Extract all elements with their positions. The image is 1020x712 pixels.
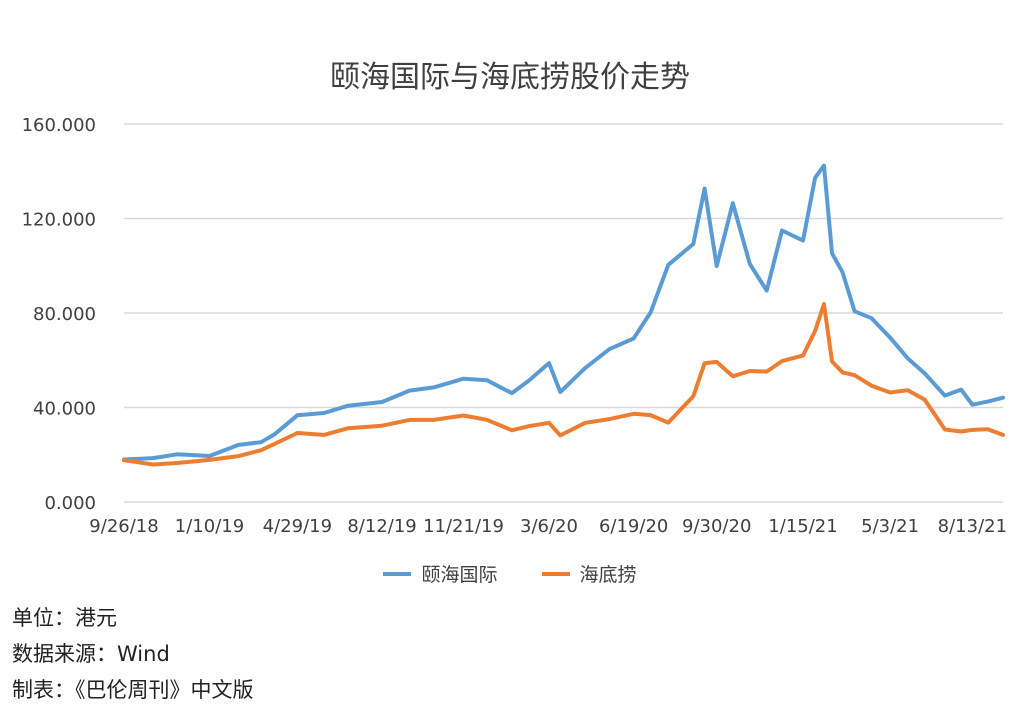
y-tick-label: 120.000 [22,210,96,231]
y-tick-label: 40.000 [33,399,96,420]
series-lines [122,163,1005,467]
x-tick-label: 11/21/19 [423,516,504,537]
legend-label-yihai: 颐海国际 [421,564,498,586]
legend-item-yihai: 颐海国际 [383,560,498,587]
x-tick-label: 1/15/21 [768,516,837,537]
x-axis-ticks: 9/26/18 1/10/19 4/29/19 8/12/19 11/21/19 3/6/… [89,516,1007,537]
legend-label-haidilao: 海底捞 [579,564,637,586]
x-tick-label: 6/19/20 [599,516,668,537]
grid-lines [124,123,1003,503]
x-tick-label: 8/12/19 [347,516,416,537]
x-tick-label: 5/3/21 [861,516,919,537]
legend-swatch-yihai [383,571,412,576]
x-tick-label: 1/10/19 [175,516,244,537]
x-tick-label: 3/6/20 [520,516,578,537]
legend: 颐海国际 海底捞 [0,560,1020,587]
y-tick-label: 80.000 [33,304,96,325]
chart-title: 颐海国际与海底捞股价走势 [330,60,690,95]
chart-notes: 单位：港元 数据来源：Wind 制表：《巴伦周刊》中文版 [12,600,254,708]
producer-note: 制表：《巴伦周刊》中文版 [12,678,254,702]
x-tick-label: 9/30/20 [682,516,751,537]
series-line-yihai [122,163,1005,462]
series-line-haidilao [122,302,1005,467]
legend-swatch-haidilao [541,571,570,576]
legend-item-haidilao: 海底捞 [541,560,637,587]
y-axis-ticks: 0.000 40.000 80.000 120.000 160.000 [22,115,96,514]
x-tick-label: 9/26/18 [89,516,158,537]
x-tick-label: 8/13/21 [938,516,1007,537]
x-tick-label: 4/29/19 [263,516,332,537]
unit-note: 单位：港元 [12,606,117,630]
source-note: 数据来源：Wind [12,642,170,666]
y-tick-label: 160.000 [22,115,96,136]
y-tick-label: 0.000 [44,493,96,514]
